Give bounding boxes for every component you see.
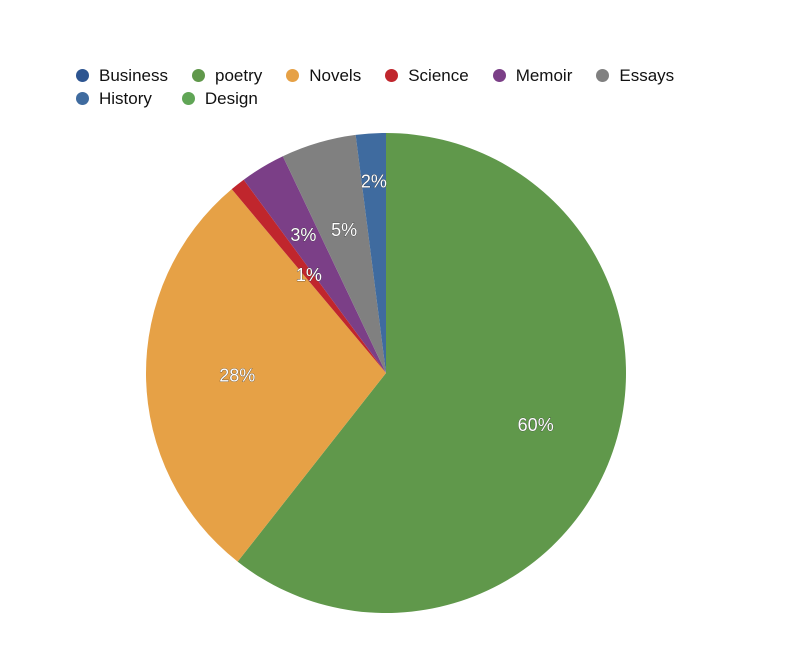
legend-item-history: History (76, 89, 152, 109)
slice-label-history: 2% (361, 171, 387, 191)
pie-slice-science (231, 179, 386, 373)
legend-item-essays: Essays (596, 66, 674, 86)
legend-item-poetry: poetry (191, 65, 263, 86)
legend-label: Memoir (515, 65, 573, 85)
chart-legend: Business poetry Novels Science Memoir Es… (76, 64, 726, 110)
legend-swatch (181, 92, 195, 105)
legend-swatch (76, 92, 89, 105)
legend-item-science: Science (385, 65, 469, 86)
legend-swatch (385, 69, 399, 82)
legend-label: Design (204, 88, 258, 108)
pie-slice-novels (145, 189, 386, 562)
pie-slice-history (355, 133, 386, 373)
legend-label: Science (408, 65, 469, 85)
slice-label-poetry: 60% (518, 415, 554, 435)
legend-label: poetry (214, 65, 263, 85)
legend-swatch (191, 69, 205, 82)
legend-item-business: Business (76, 66, 168, 86)
pie-slice-memoir (243, 156, 386, 373)
legend-label: Essays (619, 65, 675, 85)
legend-item-memoir: Memoir (492, 65, 573, 86)
legend-label: Business (99, 65, 168, 85)
legend-row: Business poetry Novels Science Memoir Es… (76, 64, 726, 87)
legend-swatch (596, 69, 610, 82)
slice-label-memoir: 3% (290, 225, 316, 245)
pie-slice-essays (282, 134, 386, 373)
legend-swatch (492, 69, 506, 82)
slice-label-essays: 5% (331, 220, 357, 240)
legend-row: History Design (76, 87, 726, 110)
legend-label: Novels (309, 65, 362, 85)
legend-swatch (76, 69, 89, 82)
pie-slice-poetry (237, 133, 626, 613)
slice-label-novels: 28% (219, 365, 255, 385)
slice-label-science: 1% (296, 265, 322, 285)
legend-item-design: Design (181, 88, 258, 109)
legend-item-novels: Novels (286, 66, 361, 86)
legend-swatch (286, 69, 300, 82)
legend-label: History (99, 88, 152, 108)
